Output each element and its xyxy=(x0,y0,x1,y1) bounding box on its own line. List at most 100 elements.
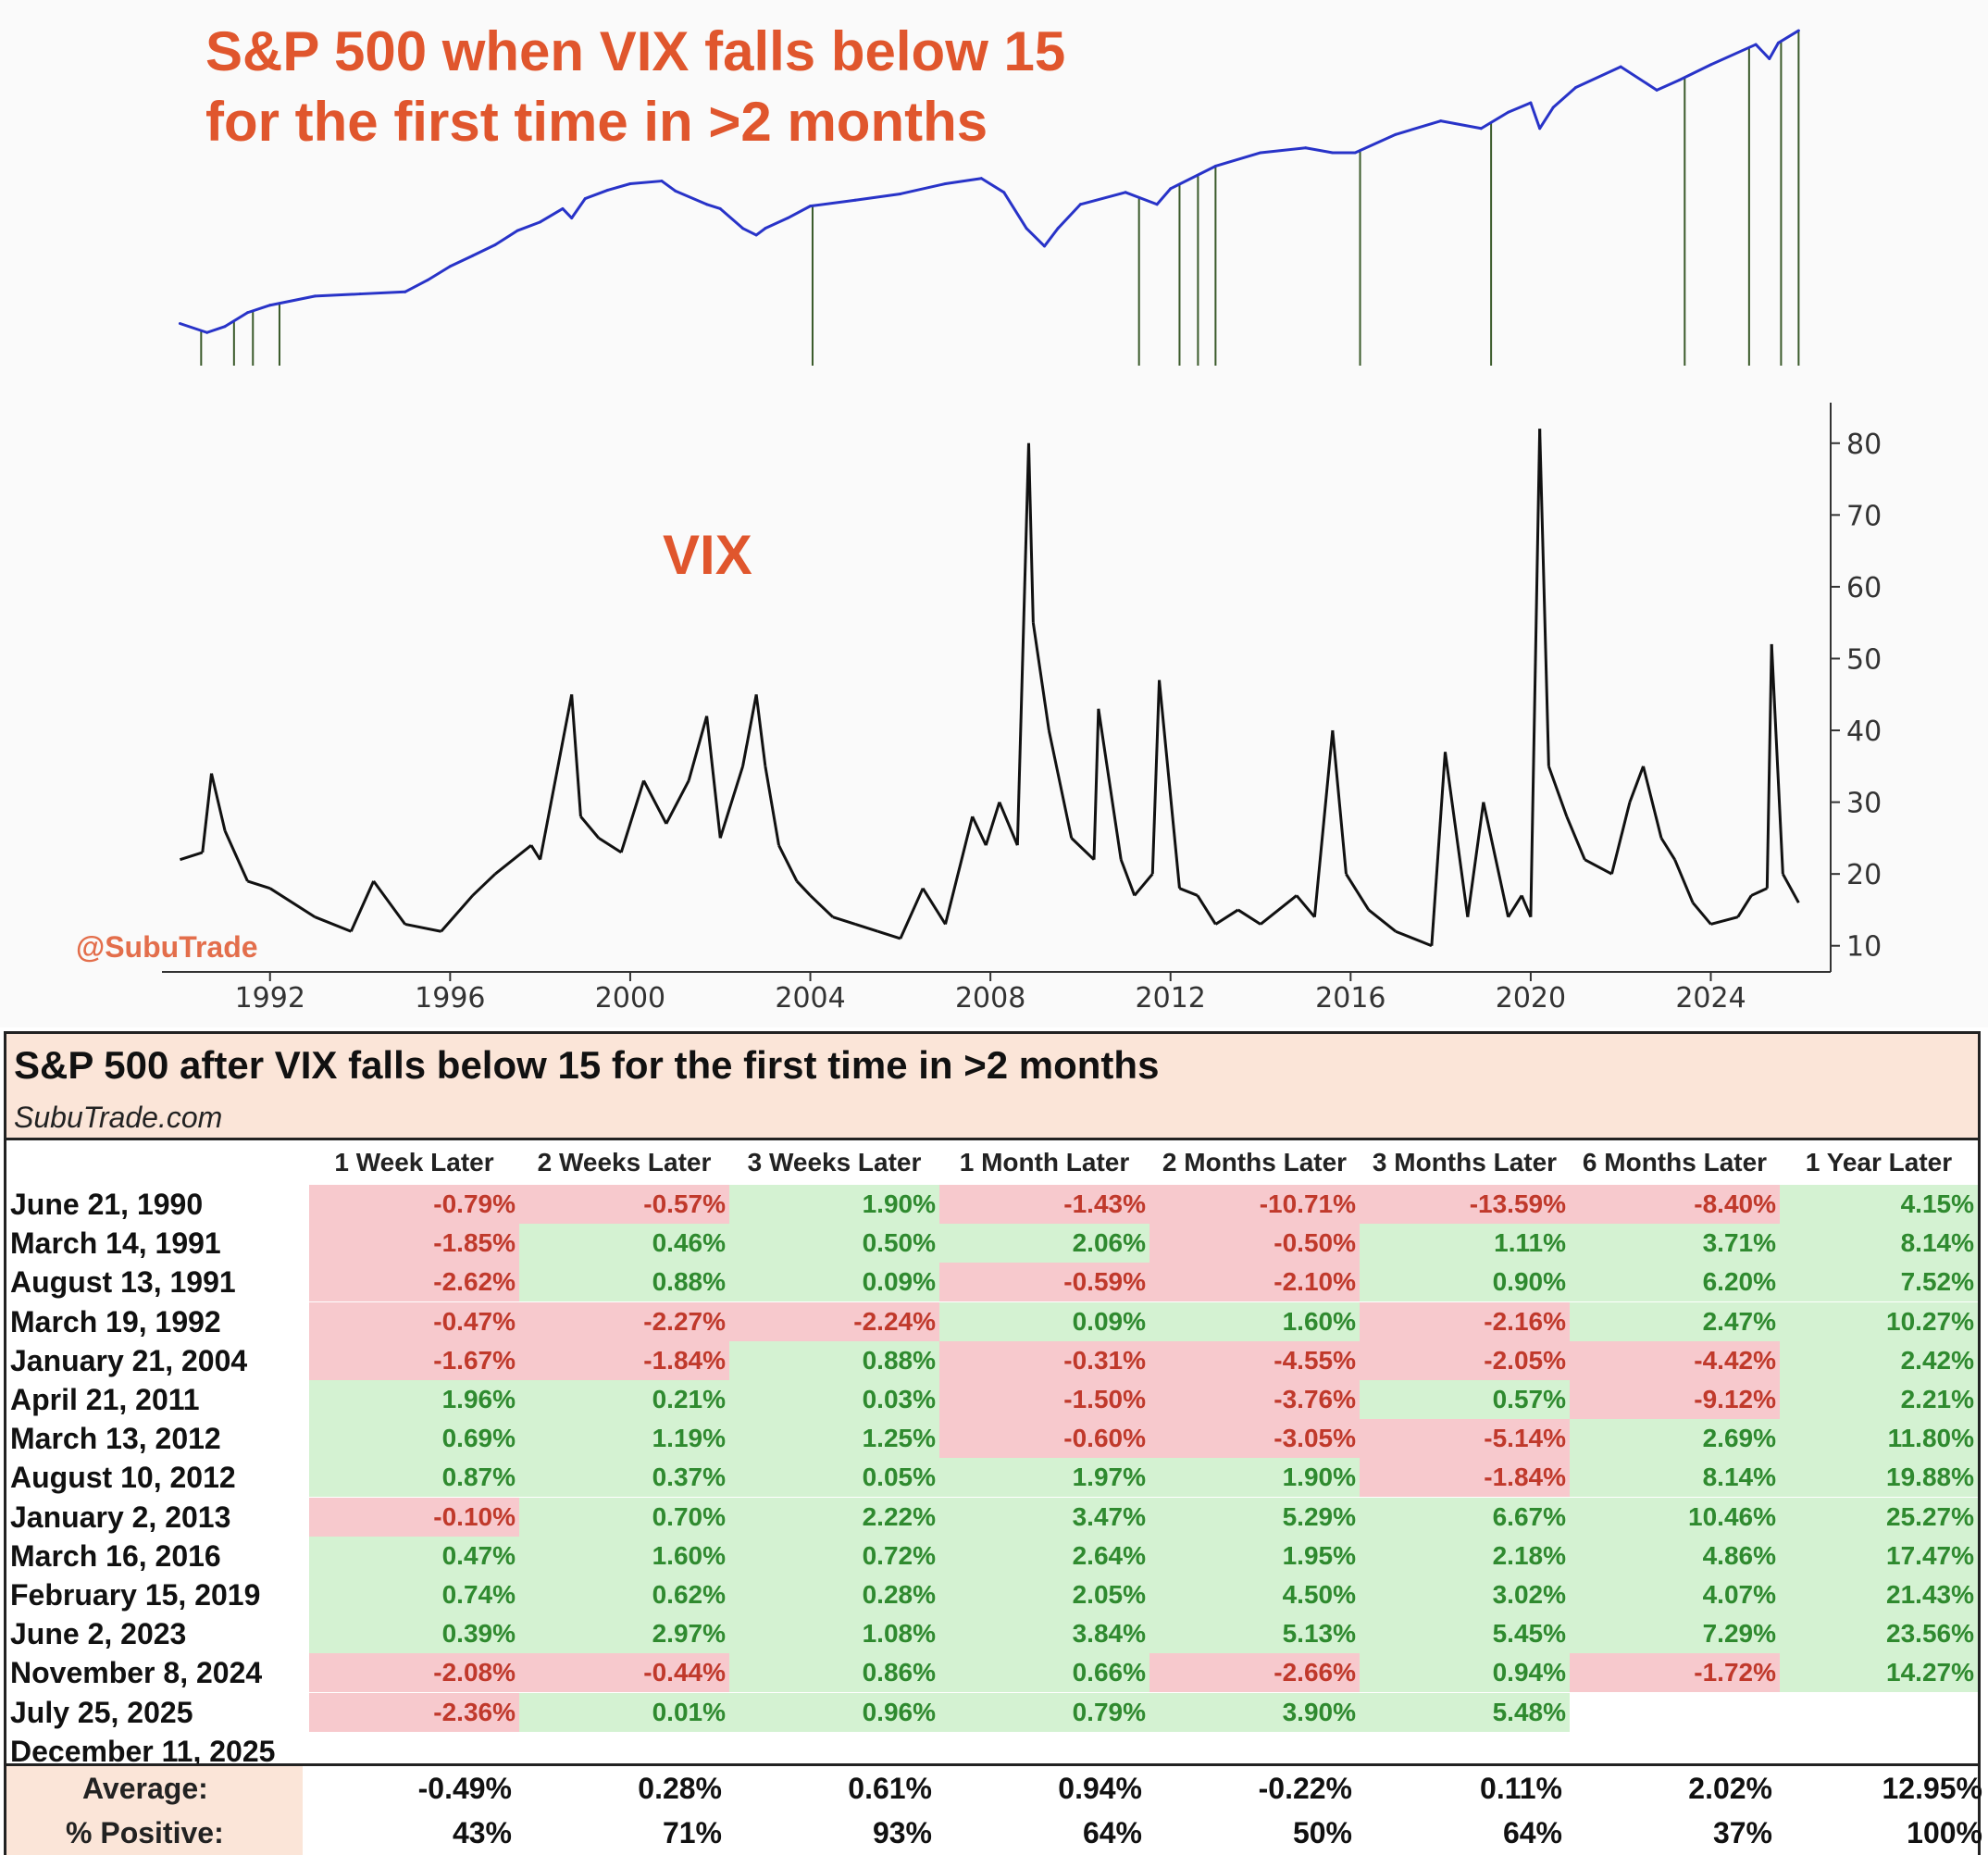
sp500-line-segment xyxy=(1169,164,1217,191)
table-cell: 0.74% xyxy=(309,1575,519,1614)
positive-value: 93% xyxy=(872,1816,932,1849)
table-cell: 3.47% xyxy=(939,1497,1149,1537)
table-cell: 0.88% xyxy=(519,1263,729,1302)
vix-x-tick-label: 2000 xyxy=(595,982,665,1015)
vix-line-segment xyxy=(741,693,758,767)
vix-line-segment xyxy=(1092,708,1100,860)
vix-y-tick-label: 70 xyxy=(1846,500,1882,532)
average-value: 0.94% xyxy=(1058,1772,1142,1805)
vix-line-segment xyxy=(1466,802,1485,917)
table-cell: -2.08% xyxy=(309,1653,519,1693)
table-cell: -1.84% xyxy=(1360,1458,1570,1498)
vix-line-segment xyxy=(1659,837,1676,861)
vix-line-segment xyxy=(471,873,497,897)
vix-line-segment xyxy=(1345,873,1371,911)
table-cell: 2.18% xyxy=(1360,1536,1570,1575)
row-date-label: February 15, 2019 xyxy=(10,1578,261,1612)
sp500-line-segment xyxy=(471,243,497,257)
vix-line-segment xyxy=(404,922,441,933)
vix-line-segment xyxy=(1214,908,1239,926)
vix-line-segment xyxy=(984,802,1001,846)
charts-area: 10 20 30 40 50 60 70 80 1992 1996 2000 2004 2008 201… xyxy=(76,20,1882,1015)
sp500-line-segment xyxy=(1304,146,1335,155)
vix-line-segment xyxy=(1331,729,1348,875)
vix-line-segment xyxy=(1119,859,1137,896)
vix-line-segment xyxy=(180,851,204,862)
sp500-line-segment xyxy=(1655,79,1681,92)
sp500-line-segment xyxy=(426,265,452,282)
vix-line-segment xyxy=(1015,442,1030,846)
sp500-line-segment xyxy=(1551,86,1578,109)
vix-series xyxy=(180,429,1800,948)
table-cell: 5.45% xyxy=(1360,1614,1570,1654)
vix-line-segment xyxy=(854,923,878,933)
table-cell: 2.69% xyxy=(1570,1419,1780,1459)
sp500-line-segment xyxy=(268,294,317,307)
vix-line-segment xyxy=(246,879,271,890)
vix-line-segment xyxy=(1178,887,1199,897)
vix-line-segment xyxy=(1430,752,1447,946)
table-title: S&P 500 after VIX falls below 15 for the… xyxy=(14,1043,1160,1087)
sp500-line-segment xyxy=(493,229,519,247)
table-cell: 0.09% xyxy=(939,1301,1149,1341)
vix-line-segment xyxy=(1673,859,1695,903)
vix-x-tick-label: 2012 xyxy=(1136,982,1206,1015)
vix-x-axis: 1992 1996 2000 2004 2008 2012 2016 2020 2024 xyxy=(162,971,1831,1015)
row-date-label: June 2, 2023 xyxy=(10,1617,187,1651)
vix-line-segment xyxy=(1158,679,1181,889)
vix-line-segment xyxy=(877,929,901,940)
vix-line-segment xyxy=(619,779,645,853)
table-cell: 0.50% xyxy=(729,1224,939,1264)
vix-x-tick-label: 1992 xyxy=(235,982,305,1015)
vix-y-tick-label: 50 xyxy=(1846,643,1882,676)
table-cell: 5.29% xyxy=(1149,1497,1360,1537)
table-cell: 0.05% xyxy=(729,1458,939,1498)
average-value: -0.49% xyxy=(417,1772,512,1805)
table-cell: 0.47% xyxy=(309,1536,519,1575)
table-cell: 0.09% xyxy=(729,1263,939,1302)
sp500-line-segment xyxy=(516,220,542,232)
vix-line-segment xyxy=(642,779,668,825)
table-cell: 1.11% xyxy=(1360,1224,1570,1264)
table-cell: 0.86% xyxy=(729,1653,939,1693)
table-cell: 0.72% xyxy=(729,1536,939,1575)
vix-y-tick-label: 60 xyxy=(1846,572,1882,604)
sp500-line-segment xyxy=(674,189,709,206)
vix-line-segment xyxy=(1529,429,1542,917)
average-value: 2.02% xyxy=(1688,1772,1772,1805)
vix-line-segment xyxy=(570,694,582,817)
vix-line-segment xyxy=(777,844,799,882)
table-cell: -2.16% xyxy=(1360,1301,1570,1341)
average-value: -0.22% xyxy=(1258,1772,1352,1805)
average-label: Average: xyxy=(82,1772,208,1805)
table-cell: 0.21% xyxy=(519,1380,729,1419)
vix-y-tick-label: 30 xyxy=(1846,788,1882,820)
sp500-line-segment xyxy=(178,321,209,334)
vix-line-segment xyxy=(1047,729,1074,839)
vix-line-segment xyxy=(764,766,780,846)
table-cell: 4.50% xyxy=(1149,1575,1360,1614)
sp500-title-line-2: for the first time in >2 months xyxy=(205,91,988,153)
vix-line-segment xyxy=(687,716,709,781)
vix-line-segment xyxy=(832,915,856,926)
table-cell: 8.14% xyxy=(1570,1458,1780,1498)
row-date-label: January 21, 2004 xyxy=(10,1343,248,1377)
table-cell: -2.66% xyxy=(1149,1653,1360,1693)
vix-line-segment xyxy=(1507,894,1523,918)
sp500-line-segment xyxy=(718,206,745,230)
vix-y-tick-label: 40 xyxy=(1846,716,1882,748)
table-cell: 2.06% xyxy=(939,1224,1149,1264)
vix-line-segment xyxy=(1642,766,1663,839)
table-cell: 19.88% xyxy=(1780,1458,1978,1498)
table-cell: -1.67% xyxy=(309,1340,519,1380)
vix-line-segment xyxy=(201,773,214,853)
table-cell: 11.80% xyxy=(1780,1419,1978,1459)
row-date-label: August 10, 2012 xyxy=(10,1461,236,1495)
table-cell: -1.84% xyxy=(519,1340,729,1380)
vix-x-tick-label: 2004 xyxy=(775,982,845,1015)
vix-line-segment xyxy=(579,815,601,840)
sp500-line-segment xyxy=(1439,119,1483,131)
sp500-line-segment xyxy=(1619,65,1659,92)
table-cell: -0.57% xyxy=(519,1185,729,1224)
vix-line-segment xyxy=(998,802,1019,846)
